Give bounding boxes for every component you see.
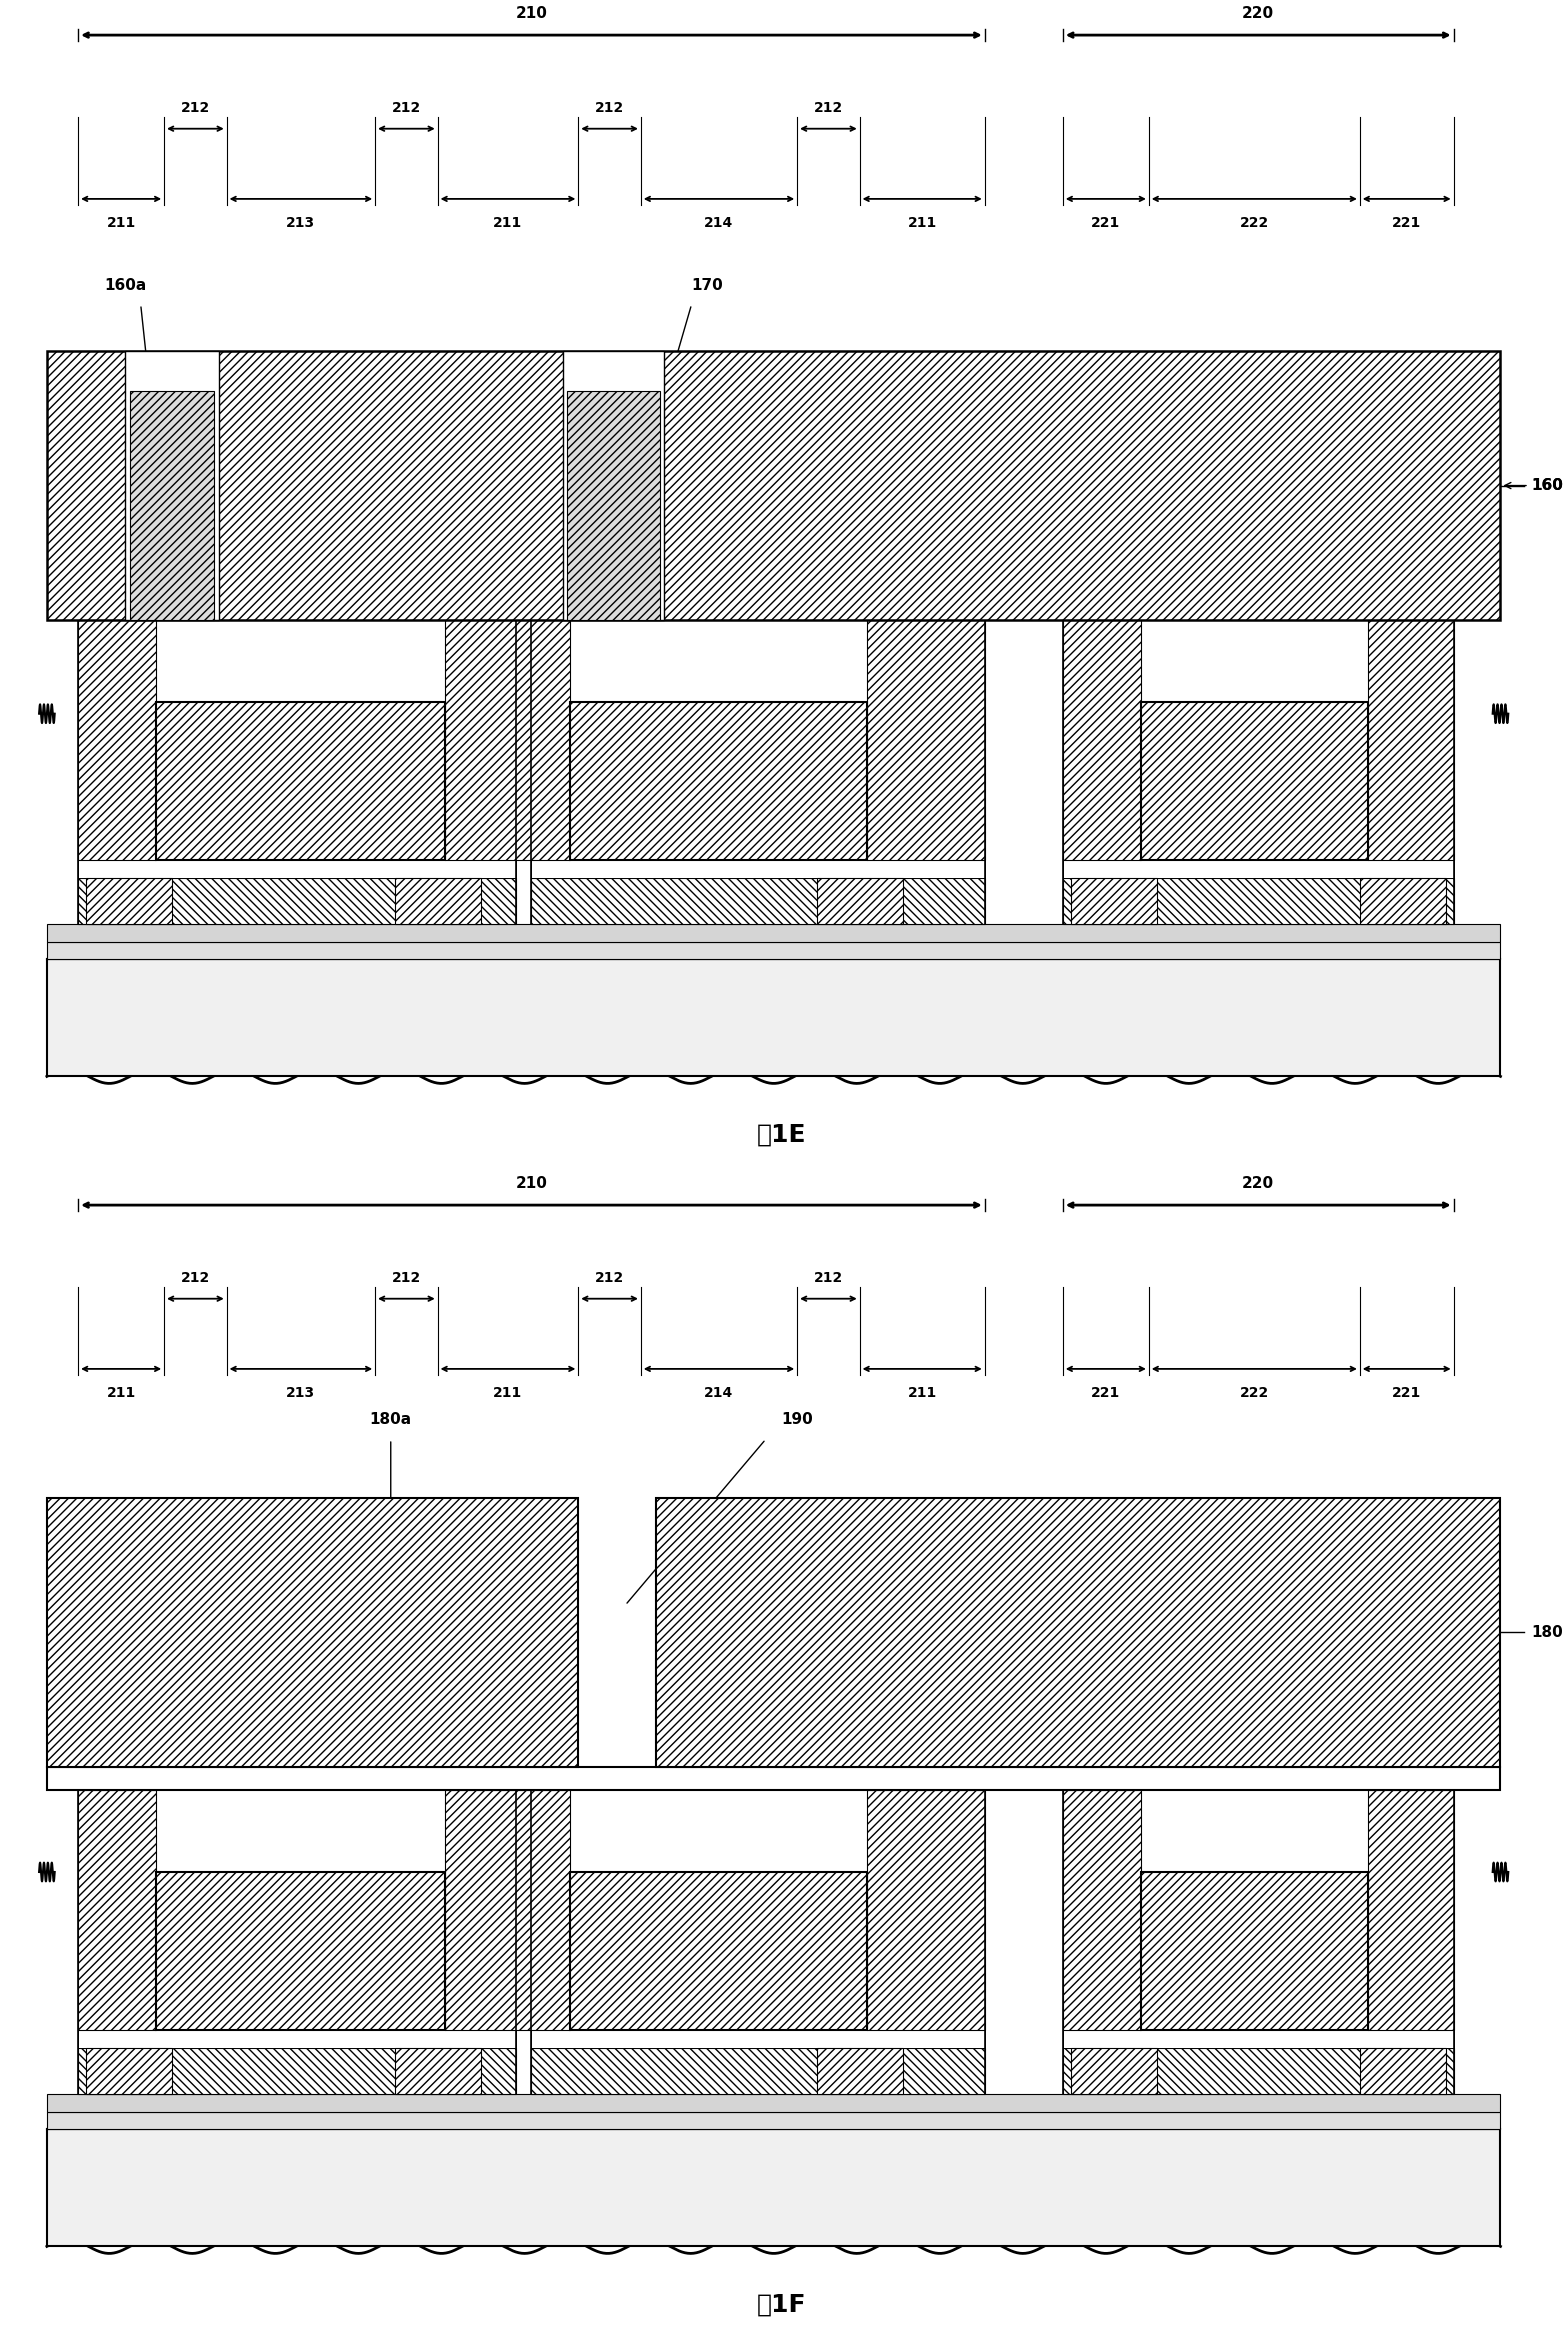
Bar — [125, 351, 219, 620]
Bar — [156, 1872, 445, 2029]
Text: 212: 212 — [814, 101, 842, 115]
Bar — [531, 2048, 985, 2094]
Bar — [1071, 2048, 1157, 2094]
Text: 211: 211 — [908, 215, 936, 229]
Bar — [156, 702, 445, 861]
Bar — [1368, 1790, 1454, 2029]
Bar — [78, 878, 516, 924]
Bar — [1071, 878, 1157, 924]
Bar — [1368, 620, 1454, 861]
Text: 220: 220 — [1243, 1177, 1274, 1191]
Text: 212: 212 — [596, 101, 624, 115]
Bar — [47, 1790, 1500, 2029]
Bar — [47, 943, 1500, 959]
Text: 图1F: 图1F — [756, 2293, 807, 2317]
Bar — [570, 702, 867, 861]
Bar — [1360, 878, 1446, 924]
Bar — [1063, 861, 1454, 878]
Text: 221: 221 — [1091, 1385, 1121, 1399]
Bar — [47, 1498, 578, 1767]
Bar — [1141, 1872, 1368, 2029]
Text: 211: 211 — [106, 1385, 136, 1399]
Bar — [570, 1872, 867, 2029]
Text: 211: 211 — [106, 215, 136, 229]
Bar — [1063, 2048, 1454, 2094]
Text: 211: 211 — [494, 215, 522, 229]
Bar — [394, 2048, 481, 2094]
Text: 222: 222 — [1239, 1385, 1269, 1399]
Text: 221: 221 — [1393, 1385, 1421, 1399]
Text: 图1E: 图1E — [756, 1123, 807, 1147]
Text: 170: 170 — [691, 278, 724, 292]
Text: 221: 221 — [1091, 215, 1121, 229]
Bar — [47, 2129, 1500, 2246]
Bar — [1141, 702, 1368, 861]
Text: 212: 212 — [814, 1271, 842, 1285]
Bar — [1063, 1790, 1141, 2029]
Text: 160: 160 — [1505, 477, 1563, 494]
Bar — [867, 620, 985, 861]
Bar — [567, 391, 660, 620]
Text: 214: 214 — [705, 1385, 733, 1399]
Bar — [563, 351, 664, 620]
Bar — [78, 1790, 156, 2029]
Text: 221: 221 — [1393, 215, 1421, 229]
Bar — [47, 351, 1500, 620]
Bar — [656, 1498, 1500, 1767]
Bar — [1360, 2048, 1446, 2094]
Bar — [130, 391, 214, 620]
Bar — [47, 2111, 1500, 2129]
Bar — [1063, 878, 1454, 924]
Bar — [78, 2029, 516, 2048]
Bar — [1063, 2029, 1454, 2048]
Bar — [47, 959, 1500, 1076]
Text: 180: 180 — [1532, 1624, 1563, 1640]
Bar — [47, 2094, 1500, 2111]
Text: 190: 190 — [782, 1413, 813, 1427]
Text: 211: 211 — [908, 1385, 936, 1399]
Text: 180a: 180a — [370, 1413, 411, 1427]
Text: 212: 212 — [392, 1271, 420, 1285]
Bar — [78, 620, 156, 861]
Bar — [47, 924, 1500, 941]
Bar — [78, 2048, 516, 2094]
Bar — [531, 2029, 985, 2048]
Bar — [867, 1790, 985, 2029]
Text: 160: 160 — [1532, 477, 1563, 494]
Text: 212: 212 — [181, 1271, 209, 1285]
Text: 211: 211 — [494, 1385, 522, 1399]
Text: 212: 212 — [181, 101, 209, 115]
Bar — [47, 620, 1500, 861]
Bar — [394, 878, 481, 924]
Bar — [531, 861, 985, 878]
Text: 214: 214 — [705, 215, 733, 229]
Text: 220: 220 — [1243, 7, 1274, 21]
Bar — [531, 878, 985, 924]
Text: 210: 210 — [516, 1177, 547, 1191]
Bar — [47, 1767, 1500, 1790]
Text: 160a: 160a — [103, 278, 147, 292]
Bar — [445, 620, 570, 861]
Text: 212: 212 — [596, 1271, 624, 1285]
Text: 222: 222 — [1239, 215, 1269, 229]
Text: 213: 213 — [286, 1385, 316, 1399]
Text: 210: 210 — [516, 7, 547, 21]
Bar — [86, 2048, 172, 2094]
Bar — [816, 878, 903, 924]
Bar — [1063, 620, 1141, 861]
Bar — [86, 878, 172, 924]
Text: 212: 212 — [392, 101, 420, 115]
Text: 213: 213 — [286, 215, 316, 229]
Bar — [816, 2048, 903, 2094]
Bar — [78, 861, 516, 878]
Bar — [445, 1790, 570, 2029]
